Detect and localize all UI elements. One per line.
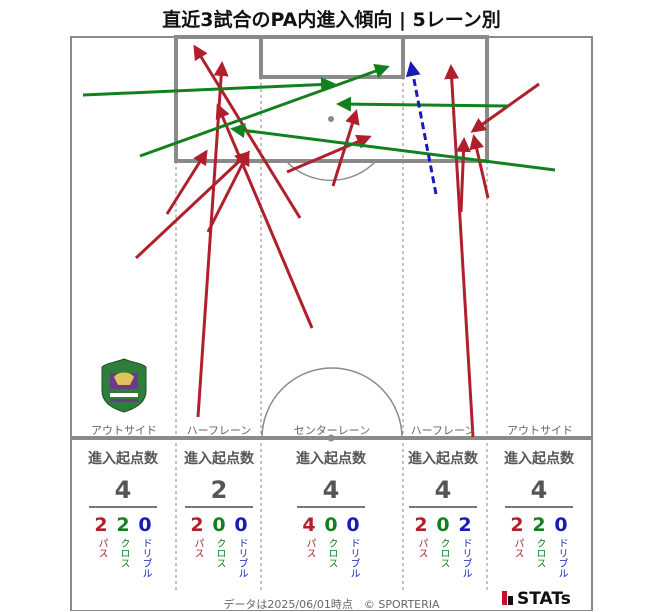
entry-count-header: 進入起点数 xyxy=(88,451,158,467)
cross-arrow xyxy=(336,96,509,112)
entry-count-header: 進入起点数 xyxy=(296,451,366,467)
divider xyxy=(505,506,573,508)
divider xyxy=(409,506,477,508)
pass-arrow xyxy=(196,61,229,418)
pass-count: 2 xyxy=(414,514,428,536)
lane-label-center: センターレーン xyxy=(293,424,371,437)
lane-label-outside-right: アウトサイド xyxy=(507,424,573,437)
pass-label: パス xyxy=(192,538,203,558)
entry-count-header: 進入起点数 xyxy=(184,451,254,467)
divider xyxy=(89,506,157,508)
club-crest-icon xyxy=(101,358,147,413)
pass-arrow xyxy=(456,137,471,213)
center-circle-arc xyxy=(261,367,403,439)
pitch-lines xyxy=(70,35,593,611)
lane-stats-outside-left: 進入起点数 4 2 パス 2 クロス 0 ドリブル xyxy=(78,448,168,578)
pass-arrow xyxy=(331,109,360,187)
penalty-arc xyxy=(285,160,377,182)
lane-label-outside-left: アウトサイド xyxy=(91,424,157,437)
dribble-count: 0 xyxy=(234,514,248,536)
pass-arrow xyxy=(286,134,372,174)
dribble-arrow xyxy=(405,61,438,195)
pass-arrow xyxy=(165,149,208,215)
pass-count: 2 xyxy=(94,514,108,536)
cross-count: 0 xyxy=(436,514,450,536)
dribble-count: 2 xyxy=(458,514,472,536)
footer-note: データは2025/06/01時点 © SPORTERIA xyxy=(223,598,440,611)
cross-arrow xyxy=(139,64,390,158)
pass-label: パス xyxy=(96,538,107,558)
lane-stats-outside-right: 進入起点数 4 2 パス 2 クロス 0 ドリブル xyxy=(494,448,584,578)
cross-count: 0 xyxy=(324,514,338,536)
entry-arrows xyxy=(82,44,556,438)
pass-arrow xyxy=(444,64,475,438)
pass-arrow xyxy=(470,82,540,133)
pass-label: パス xyxy=(416,538,427,558)
entry-count-total: 4 xyxy=(114,476,132,504)
pass-arrow xyxy=(215,103,314,329)
entry-count-header: 進入起点数 xyxy=(504,451,574,467)
dribble-label: ドリブル xyxy=(348,538,359,578)
pass-arrow xyxy=(469,134,490,199)
cross-label: クロス xyxy=(326,538,337,568)
center-spot xyxy=(327,434,335,442)
lane-label-halfspace-right: ハーフレーン xyxy=(410,424,476,437)
entry-count-total: 4 xyxy=(434,476,452,504)
dribble-label: ドリブル xyxy=(140,538,151,578)
cross-label: クロス xyxy=(214,538,225,568)
goal-area xyxy=(259,35,405,79)
cross-count: 2 xyxy=(532,514,546,536)
lane-stats-center: 進入起点数 4 4 パス 0 クロス 0 ドリブル xyxy=(286,448,376,578)
pass-count: 4 xyxy=(302,514,316,536)
lane-label-halfspace-left: ハーフレーン xyxy=(186,424,252,437)
entry-count-header: 進入起点数 xyxy=(408,451,478,467)
dribble-count: 0 xyxy=(138,514,152,536)
cross-label: クロス xyxy=(534,538,545,568)
pass-label: パス xyxy=(304,538,315,558)
entry-count-total: 4 xyxy=(322,476,340,504)
entry-count-total: 4 xyxy=(530,476,548,504)
pass-arrow xyxy=(134,150,251,260)
brand-logo: STATs xyxy=(502,589,571,609)
divider xyxy=(297,506,365,508)
pass-label: パス xyxy=(512,538,523,558)
pass-arrow xyxy=(193,44,302,219)
brand-name: STATs xyxy=(517,589,571,609)
dribble-label: ドリブル xyxy=(236,538,247,578)
cross-label: クロス xyxy=(438,538,449,568)
pass-count: 2 xyxy=(190,514,204,536)
chart-title: 直近3試合のPA内進入傾向 | 5レーン別 xyxy=(162,9,501,31)
cross-label: クロス xyxy=(118,538,129,568)
cross-arrow xyxy=(82,77,336,97)
dribble-count: 0 xyxy=(346,514,360,536)
dribble-count: 0 xyxy=(554,514,568,536)
cross-arrow xyxy=(230,123,556,172)
lane-dividers xyxy=(175,77,488,590)
cross-count: 0 xyxy=(212,514,226,536)
penalty-spot xyxy=(328,116,334,122)
dribble-label: ドリブル xyxy=(556,538,567,578)
cross-count: 2 xyxy=(116,514,130,536)
lane-stats-halfspace-right: 進入起点数 4 2 パス 0 クロス 2 ドリブル xyxy=(398,448,488,578)
lane-stats-halfspace-left: 進入起点数 2 2 パス 0 クロス 0 ドリブル xyxy=(174,448,264,578)
pass-count: 2 xyxy=(510,514,524,536)
entry-count-total: 2 xyxy=(210,476,228,504)
divider xyxy=(185,506,253,508)
dribble-label: ドリブル xyxy=(460,538,471,578)
